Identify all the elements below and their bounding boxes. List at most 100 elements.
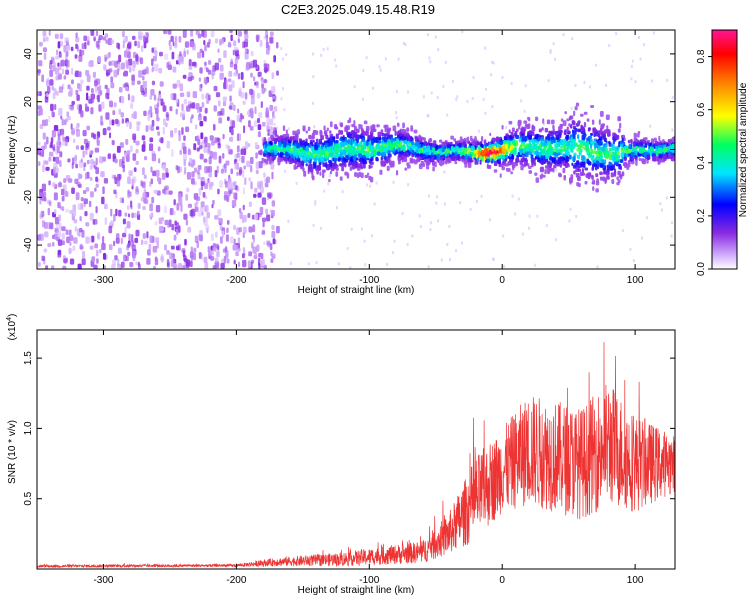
spectrogram-cell [201,211,204,216]
spectrogram-cell [127,213,131,218]
spectrogram-cell [211,203,214,209]
spectrogram-cell [422,146,426,151]
spectrogram-cell [195,103,200,110]
spectrogram-cell [76,129,80,137]
spectrogram-cell [548,163,552,169]
spectrogram-cell [255,169,259,175]
spectrogram-cell [422,162,426,168]
spectrogram-cell [55,55,60,60]
spectrogram-cell [439,147,443,152]
spectrogram-cell [311,143,314,148]
spectrogram-cell [58,222,62,230]
spectrogram-cell [73,156,77,165]
spectrogram-cell [324,158,327,162]
spectrogram-cell [329,130,332,134]
spectrogram-cell [359,135,362,139]
spectrogram-cell [565,134,569,139]
spectrogram-cell [94,243,99,249]
spectrogram-cell [37,234,42,241]
spectrogram-cell [142,181,146,189]
spectrogram-cell [118,159,123,167]
spectrogram-cell [566,140,571,146]
spectrogram-cell [175,98,179,103]
spectrogram-cell [65,59,68,65]
spectrogram-cell [269,243,273,251]
spectrogram-cell [568,219,571,223]
spectrogram-cell [353,85,356,89]
spectrogram-cell [204,166,209,174]
spectrogram-cell [38,91,42,97]
spectrogram-cell [39,124,44,130]
spectrogram-cell [346,133,351,138]
spectrogram-cell [329,161,333,167]
spectrogram-cell [585,173,589,178]
spectrogram-cell [242,204,245,211]
spectrogram-cell [160,137,164,144]
spectrogram-cell [326,47,329,51]
spectrogram-cell [620,159,624,163]
spectrogram-cell [121,118,125,124]
spectrogram-cell [506,134,509,141]
spectrogram-cell [448,224,451,228]
spectrogram-cell [612,151,615,155]
spectrogram-cell [485,87,488,91]
spectrogram-cell [293,164,297,170]
spectrogram-cell [197,52,202,59]
spectrogram-cell [97,56,102,64]
spectrogram-cell [471,97,474,101]
spectrogram-cell [451,152,455,156]
spectrogram-cell [635,138,638,143]
spectrogram-cell [610,172,615,178]
spectrogram-cell [472,75,475,79]
spectrogram-cell [420,152,424,157]
spectrogram-cell [226,116,230,122]
spectrogram-cell [273,143,276,149]
spectrogram-cell [390,145,394,151]
spectrogram-cell [456,95,459,99]
spectrogram-cell [470,145,475,151]
spectrogram-cell [214,169,218,178]
spectrogram-cell [270,126,275,131]
spectrogram-cell [294,148,297,155]
spectrogram-cell [190,246,193,253]
spectrogram-cell [174,220,177,226]
spectrogram-cell [554,238,557,242]
spectrogram-cell [48,115,51,123]
spectrogram-cell [335,64,338,68]
spectrogram-cell [207,69,212,75]
spectrogram-cell [625,152,629,157]
spectrogram-cell [663,146,668,153]
spectrogram-cell [171,223,175,231]
spectrogram-cell [332,137,335,143]
spectrogram-cell [75,89,79,96]
spectrogram-cell [102,186,105,195]
spectrogram-cell [543,122,546,126]
spectrogram-cell [547,140,551,146]
spectrogram-cell [296,129,301,135]
spectrogram-cell [210,30,215,38]
spectrogram-cell [361,97,364,101]
spectrogram-cell [226,227,229,234]
spectrogram-cell [84,210,88,217]
spectrogram-cell [644,136,648,141]
spectrogram-cell [221,38,224,45]
spectrogram-cell [80,110,84,118]
spectrogram-cell [275,137,278,144]
spectrogram-cell [90,158,94,165]
spectrogram-cell [52,146,55,151]
spectrogram-cell [157,131,161,136]
spectrogram-cell [396,144,399,150]
spectrogram-cell [214,62,220,71]
spectrogram-cell [314,144,318,151]
spectrogram-cell [62,68,65,75]
spectrogram-cell [469,154,472,159]
spectrogram-cell [211,69,216,76]
spectrogram-cell [391,161,395,168]
spectrogram-cell [135,261,138,266]
spectrogram-cell [259,39,263,47]
spectrogram-cell [629,247,632,251]
spectrogram-cell [156,116,160,122]
spectrogram-cell [65,175,71,181]
spectrogram-cell [252,224,256,233]
spectrogram-cell [436,153,441,160]
